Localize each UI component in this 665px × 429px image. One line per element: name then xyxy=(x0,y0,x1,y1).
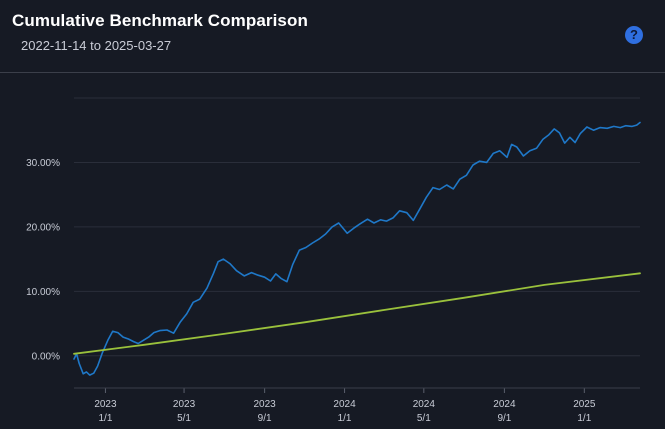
x-tick-label-year: 2023 xyxy=(94,399,117,410)
y-tick-label: 20.00% xyxy=(26,222,60,233)
y-tick-label: 0.00% xyxy=(32,351,60,362)
x-tick-label-date: 5/1 xyxy=(177,413,191,424)
x-axis-ticks: 2023 1/1 2023 5/1 2023 9/1 2024 1/1 2024 5/1 2024 9… xyxy=(94,399,596,424)
x-tick-label-date: 9/1 xyxy=(497,413,511,424)
x-tick-label-date: 1/1 xyxy=(577,413,591,424)
y-axis-ticks: 0.00% 10.00% 20.00% 30.00% xyxy=(26,158,60,362)
series-line-portfolio xyxy=(73,121,641,376)
x-tick-label-date: 1/1 xyxy=(98,413,112,424)
y-tick-label: 30.00% xyxy=(26,158,60,169)
x-tick-label-year: 2023 xyxy=(173,399,196,410)
date-range-subtitle: 2022-11-14 to 2025-03-27 xyxy=(21,38,172,53)
help-icon[interactable]: ? xyxy=(625,26,643,44)
x-tick-label-date: 9/1 xyxy=(258,413,272,424)
line-chart: 0.00%10.00%20.00%30.00% 20231/120235/120… xyxy=(26,97,641,424)
series-line-benchmark xyxy=(73,272,641,355)
x-tick-label-year: 2023 xyxy=(254,399,277,410)
grid-lines xyxy=(74,97,640,393)
chart-title: Cumulative Benchmark Comparison xyxy=(12,11,308,30)
chart-header: Cumulative Benchmark Comparison 2022-11-… xyxy=(0,0,665,72)
x-tick-label-year: 2024 xyxy=(493,399,516,410)
x-tick-label-date: 5/1 xyxy=(417,413,431,424)
x-tick-label-year: 2024 xyxy=(413,399,436,410)
series-lines xyxy=(73,121,641,376)
header-divider xyxy=(0,72,665,73)
x-tick-label-year: 2025 xyxy=(573,399,596,410)
x-tick-label-date: 1/1 xyxy=(338,413,352,424)
x-tick-label-year: 2024 xyxy=(333,399,356,410)
y-tick-label: 10.00% xyxy=(26,287,60,298)
